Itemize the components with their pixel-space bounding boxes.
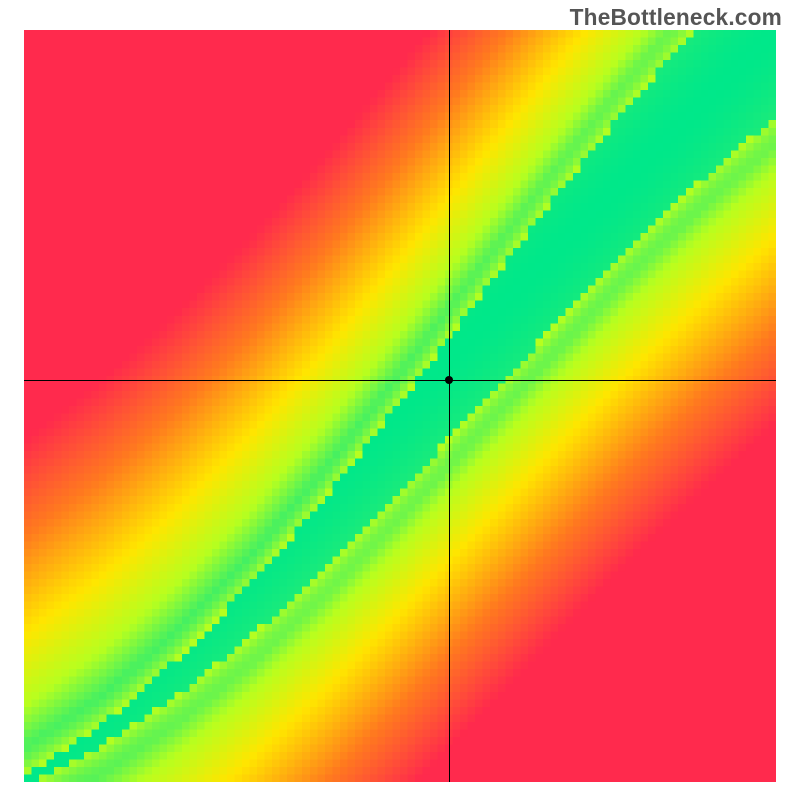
heatmap-plot-area: [24, 30, 776, 782]
crosshair-horizontal: [24, 380, 776, 381]
watermark-text: TheBottleneck.com: [570, 4, 782, 31]
page-root: TheBottleneck.com: [0, 0, 800, 800]
heatmap-canvas: [24, 30, 776, 782]
crosshair-vertical: [449, 30, 450, 782]
crosshair-marker-dot: [445, 376, 453, 384]
